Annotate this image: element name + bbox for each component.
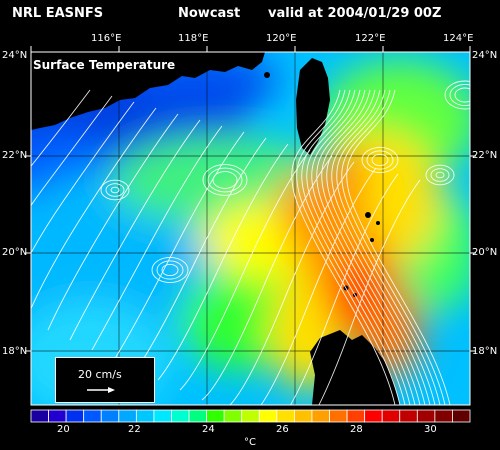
colorbar-unit: °C [244, 437, 256, 448]
current-streamline [47, 113, 179, 331]
current-streamline [202, 164, 248, 196]
current-streamline [156, 260, 184, 280]
lat-tick-right-24: 24°N [472, 50, 498, 61]
colorbar-cell [258, 409, 278, 423]
colorbar-cell [65, 409, 85, 423]
colorbar-cell [293, 409, 313, 423]
current-streamline [100, 179, 130, 201]
current-streamline [110, 186, 120, 194]
current-streamline [91, 125, 223, 351]
current-streamline [113, 131, 245, 361]
colorbar-cell [30, 409, 49, 423]
lon-tick-116: 116°E [91, 33, 122, 44]
colorbar-cell [83, 409, 102, 423]
lat-tick-left-20: 20°N [2, 247, 28, 258]
lat-tick-right-20: 20°N [472, 247, 498, 258]
colorbar-cell [171, 409, 190, 423]
lon-tick-124: 124°E [443, 33, 474, 44]
colorbar-tick-30: 30 [424, 424, 437, 435]
current-streamline [301, 89, 406, 405]
lat-tick-left-22: 22°N [2, 150, 28, 161]
colorbar-cell [206, 409, 225, 423]
lat-tick-left-24: 24°N [2, 50, 28, 61]
colorbar-cell [48, 409, 67, 423]
lon-tick-122: 122°E [355, 33, 386, 44]
colorbar-cell [135, 409, 155, 423]
current-streamline [371, 154, 389, 166]
field-label: Surface Temperature [33, 58, 176, 72]
lat-tick-left-18: 18°N [2, 346, 28, 357]
current-streamline [69, 119, 201, 341]
current-streamline [331, 89, 436, 405]
current-streamline [151, 256, 189, 284]
colorbar-cell [452, 409, 471, 423]
colorbar-cell [399, 409, 418, 423]
colorbar-cell [346, 409, 366, 423]
velocity-vector-icon [87, 387, 115, 393]
current-streamline [31, 101, 135, 254]
colorbar-tick-22: 22 [128, 424, 141, 435]
current-streamline [31, 107, 157, 310]
colorbar-cell [241, 409, 260, 423]
current-streamline [321, 89, 426, 405]
colorbar-cell [188, 409, 207, 423]
current-streamline [229, 161, 355, 405]
current-streamline [454, 87, 470, 103]
colorbar-cell [381, 409, 401, 423]
current-streamline [289, 173, 399, 405]
current-streamline [31, 95, 113, 207]
lat-tick-right-18: 18°N [472, 346, 498, 357]
colorbar-cell [100, 409, 120, 423]
colorbar-cell [276, 409, 295, 423]
current-streamline [346, 89, 451, 405]
current-streamline [326, 89, 431, 405]
current-streamline [296, 89, 401, 405]
colorbar-cell [329, 409, 348, 423]
vector-scale-legend: 20 cm/s [55, 357, 155, 403]
forecast-type: Nowcast [178, 6, 241, 21]
current-streamline [105, 183, 125, 197]
current-streamline [444, 80, 470, 110]
current-streamline [306, 89, 411, 405]
current-streamline [366, 150, 394, 170]
colorbar [30, 409, 471, 423]
valid-time: valid at 2004/01/29 00Z [268, 6, 442, 21]
lon-tick-118: 118°E [178, 33, 209, 44]
model-name: NRL EASNFS [12, 6, 104, 21]
current-streamline [318, 179, 421, 405]
current-streamline [425, 164, 455, 186]
current-streamline [430, 168, 450, 182]
current-streamline [161, 264, 179, 276]
colorbar-cell [364, 409, 383, 423]
current-streamline [212, 171, 238, 189]
current-streamline [207, 167, 243, 193]
current-streamline [135, 137, 267, 371]
colorbar-cell [223, 409, 243, 423]
colorbar-tick-20: 20 [57, 424, 70, 435]
colorbar-tick-26: 26 [276, 424, 289, 435]
current-streamline [260, 167, 377, 405]
colorbar-cell [153, 409, 172, 423]
current-streamline [157, 143, 289, 381]
current-streamline [449, 84, 470, 106]
current-streamline [341, 89, 446, 405]
current-streamline [336, 89, 441, 405]
current-streamline [201, 155, 333, 401]
current-streamline [435, 171, 445, 179]
current-streamline [361, 146, 399, 174]
current-streamline [291, 89, 396, 405]
colorbar-cell [118, 409, 137, 423]
lon-tick-120: 120°E [266, 33, 297, 44]
colorbar-cell [416, 409, 436, 423]
current-streamline [316, 89, 421, 405]
colorbar-tick-28: 28 [350, 424, 363, 435]
current-streamline [311, 89, 416, 405]
colorbar-cell [311, 409, 330, 423]
lat-tick-right-22: 22°N [472, 150, 498, 161]
current-streamline [31, 89, 91, 167]
colorbar-cell [434, 409, 453, 423]
colorbar-tick-24: 24 [202, 424, 215, 435]
vector-scale-label: 20 cm/s [78, 368, 122, 381]
